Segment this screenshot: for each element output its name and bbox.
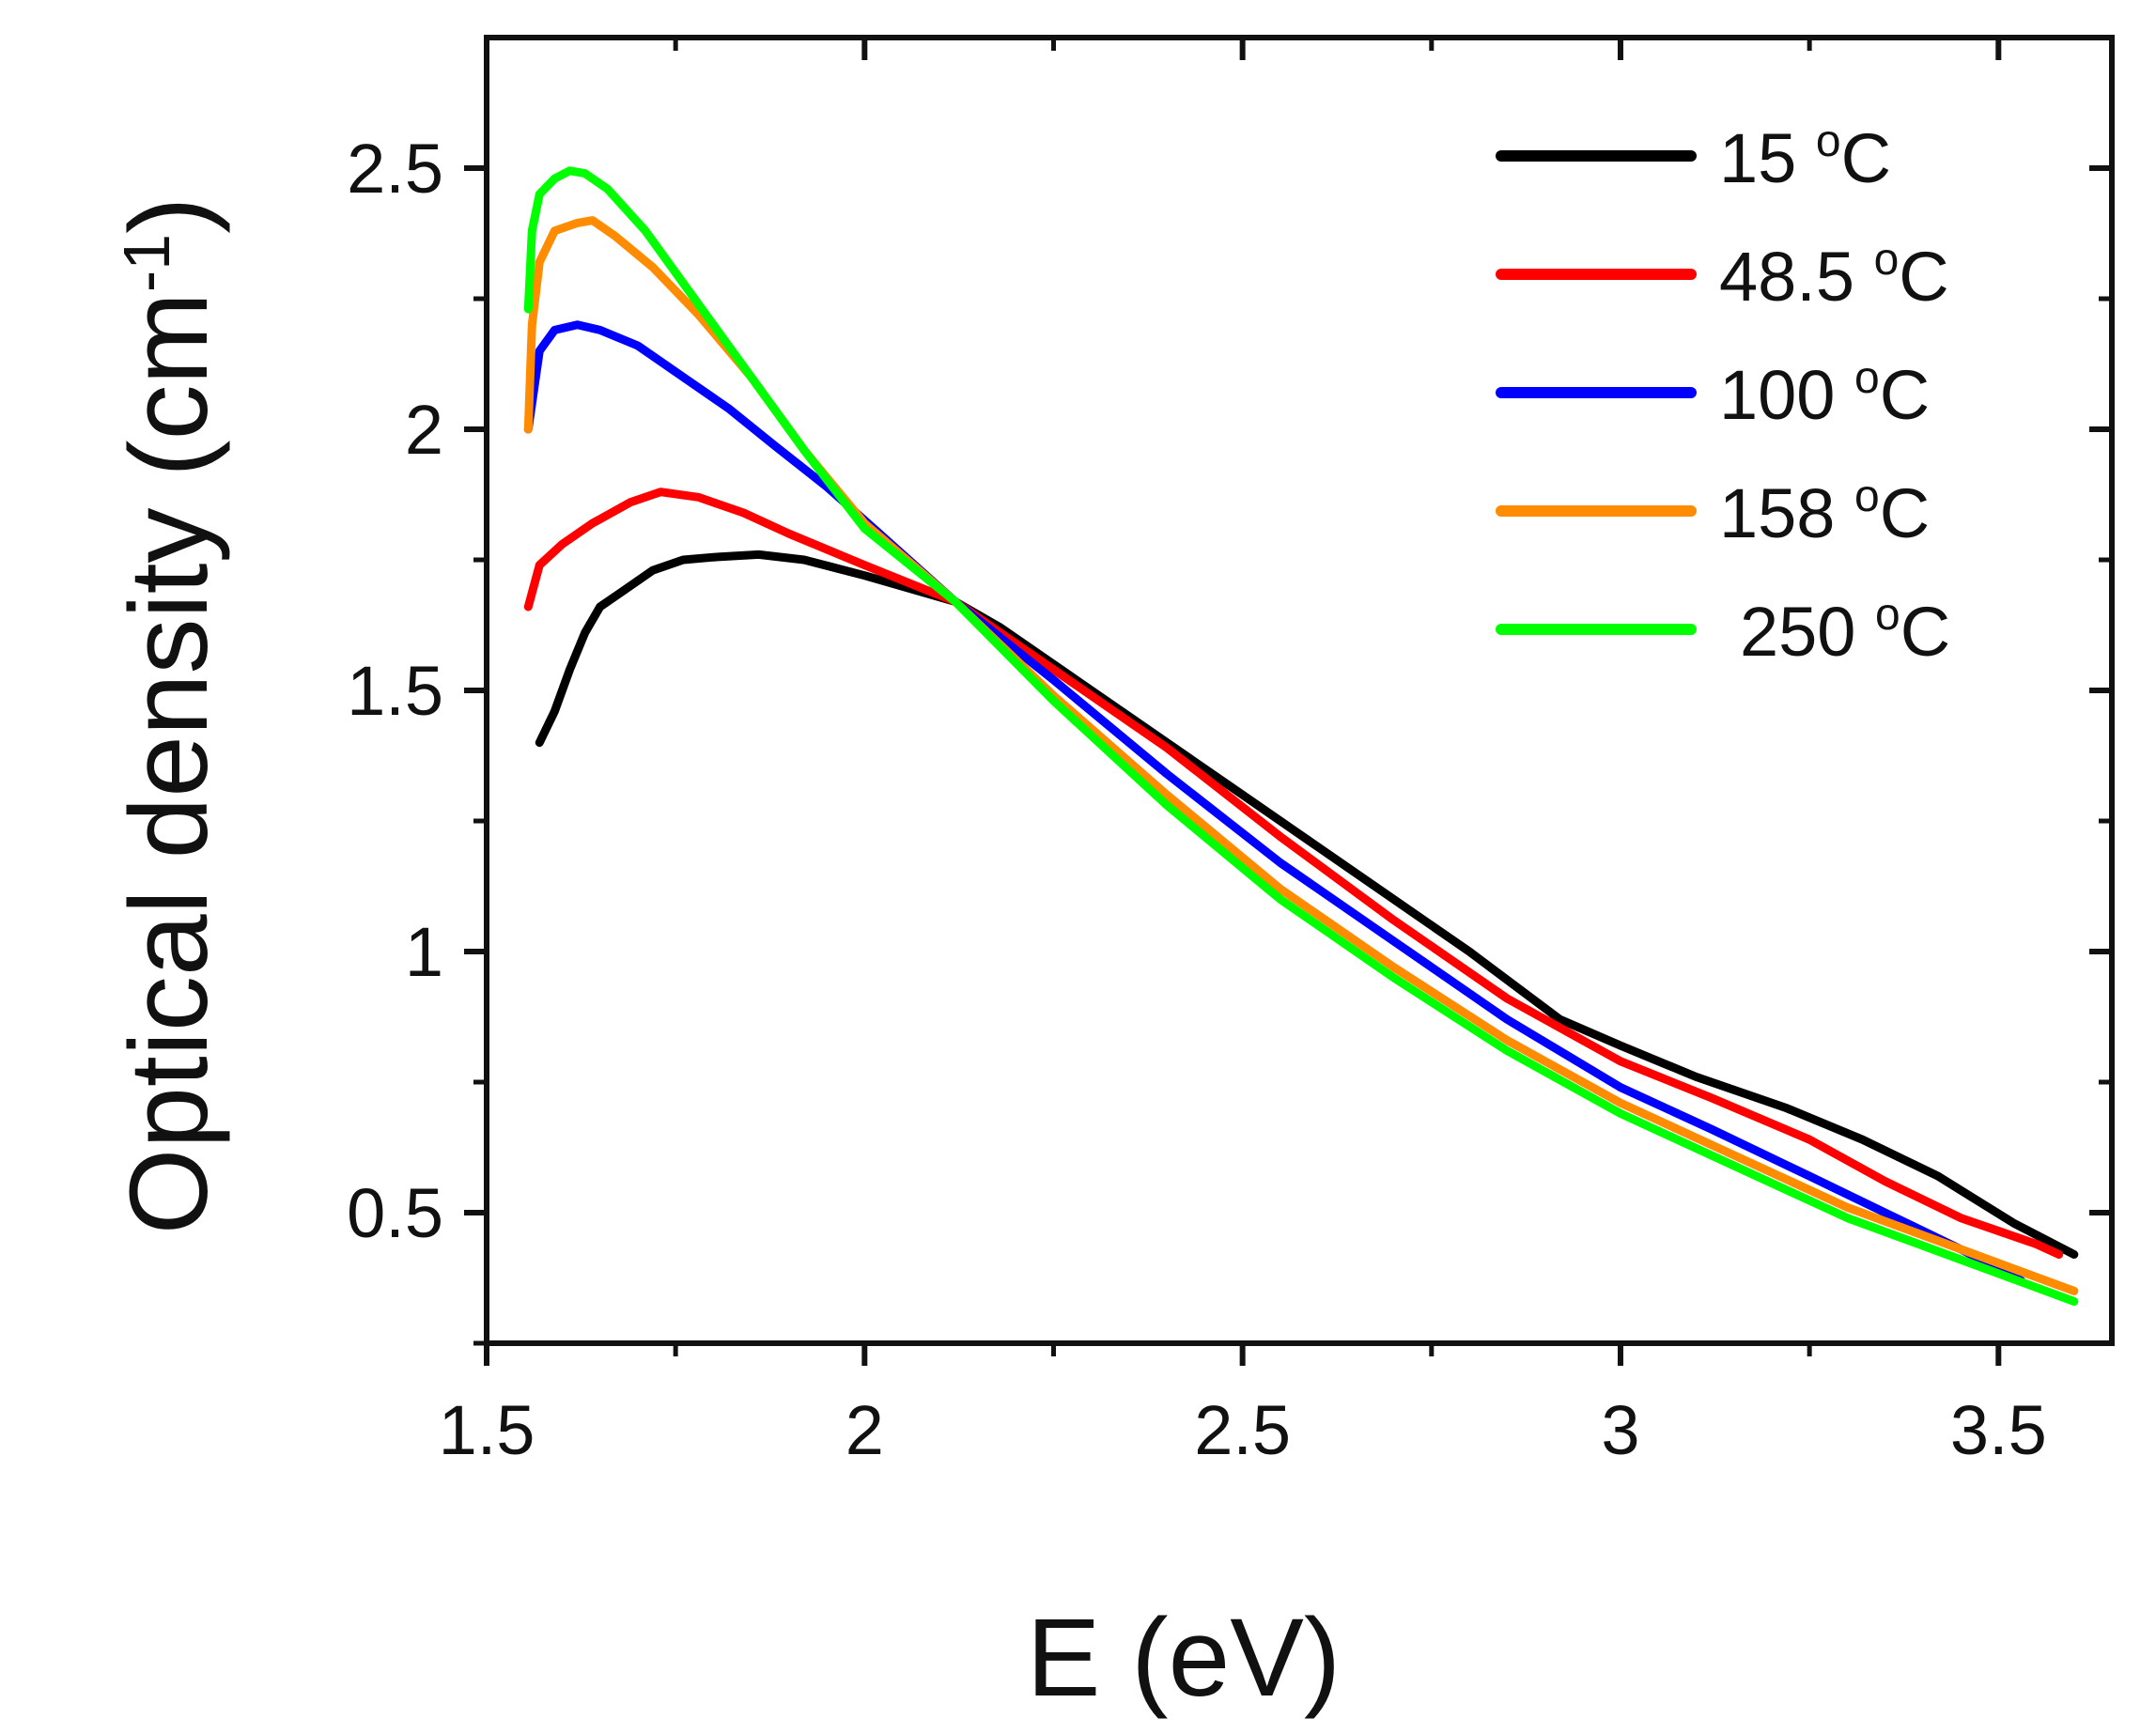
legend-item-48-5: 48.5 oC	[1496, 235, 1949, 316]
legend-label: 158 oC	[1719, 472, 1930, 552]
x-axis-title: E (eV)	[1027, 1596, 1341, 1720]
legend-label: 250 oC	[1740, 590, 1950, 671]
legend-item-250: 250 oC	[1496, 590, 1950, 671]
y-axis-title-main: Optical density (cm	[107, 292, 231, 1234]
x-tick-label: 3	[1601, 1391, 1639, 1469]
y-tick-label: 2.5	[347, 130, 443, 208]
legend-item-100: 100 oC	[1496, 353, 1930, 434]
legend-label: 15 oC	[1719, 116, 1891, 197]
plot-frame	[484, 35, 2115, 1346]
y-tick-label: 0.5	[347, 1174, 443, 1252]
y-tick-label: 1	[405, 913, 443, 991]
series-line-15	[535, 550, 2079, 1259]
legend-label: 100 oC	[1719, 353, 1930, 434]
x-tick-label: 3.5	[1950, 1391, 2047, 1469]
x-tick-label: 2	[845, 1391, 884, 1469]
legend-item-15: 15 oC	[1496, 116, 1891, 197]
x-tick-label: 2.5	[1194, 1391, 1291, 1469]
x-tick-labels: 1.5 2 2.5 3 3.5	[439, 1391, 2047, 1469]
y-axis-title: Optical density (cm-1)	[107, 197, 231, 1235]
legend-item-158: 158 oC	[1496, 472, 1930, 552]
legend-label: 48.5 oC	[1719, 235, 1949, 316]
y-axis-title-superscript: -1	[110, 234, 183, 292]
series-lines	[523, 166, 2079, 1306]
x-tick-label: 1.5	[439, 1391, 535, 1469]
y-tick-labels: 0.5 1 1.5 2 2.5	[347, 130, 443, 1252]
y-axis-title-close: )	[107, 197, 231, 234]
y-tick-label: 2	[405, 391, 443, 469]
legend: 15 oC 48.5 oC 100 oC 158 oC 250 oC	[1496, 116, 1950, 671]
y-tick-label: 1.5	[347, 652, 443, 730]
series-line-48-5	[523, 488, 2064, 1259]
series-line-250	[523, 166, 2079, 1306]
